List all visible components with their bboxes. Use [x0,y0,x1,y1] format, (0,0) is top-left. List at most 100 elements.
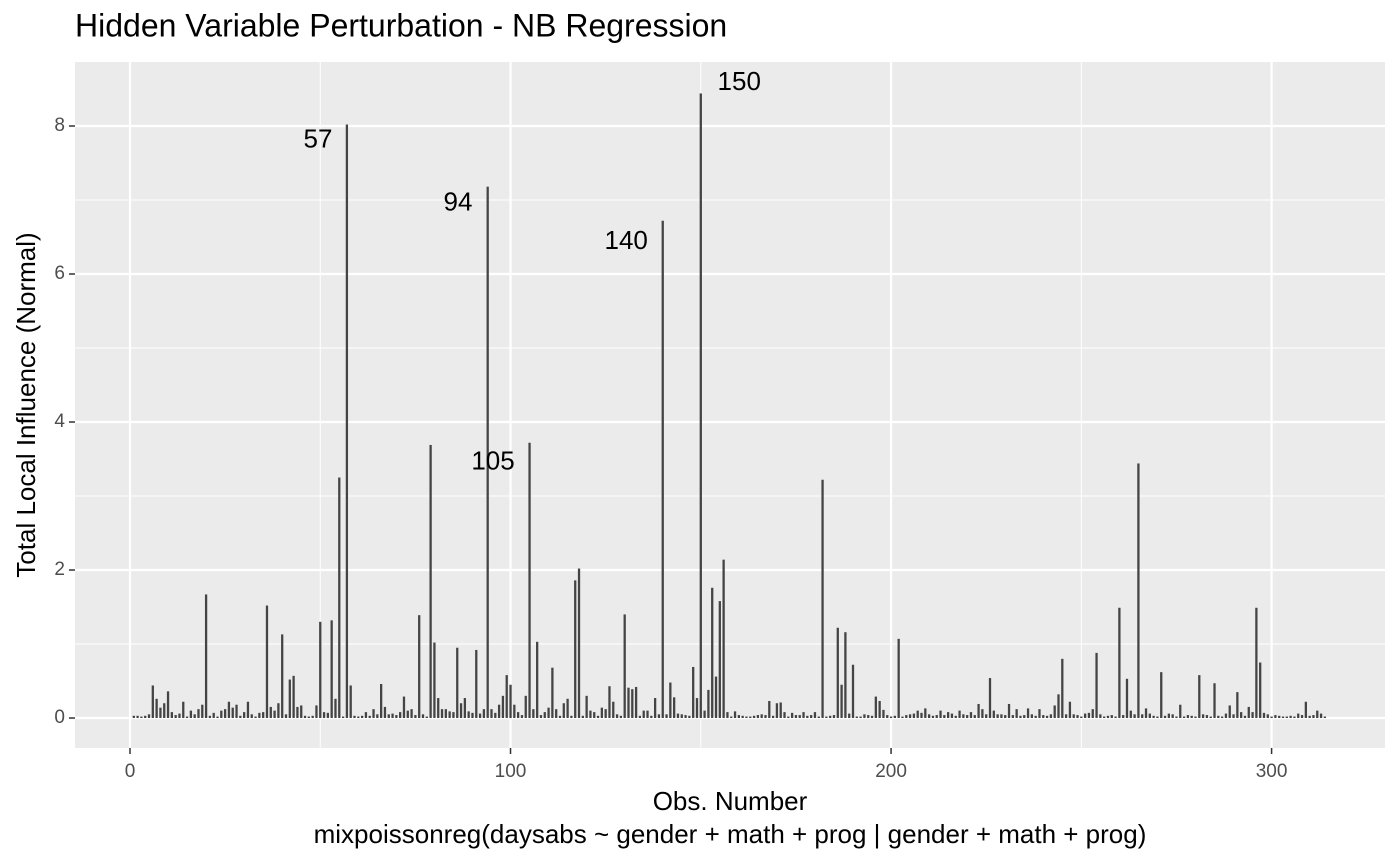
bar [147,714,151,719]
bar [1209,716,1212,719]
bar [650,715,653,719]
bar [345,124,349,719]
bar [794,715,798,719]
bar [1308,715,1311,719]
bar [806,715,809,719]
bar [136,715,139,719]
bar [235,704,238,719]
bar [1011,715,1014,719]
bar [399,712,402,719]
bar [528,442,531,719]
bar [870,715,874,719]
bar [863,714,866,719]
bar [1053,705,1056,719]
bar [768,701,771,719]
bar [239,715,242,719]
bar [695,698,699,719]
bar [825,716,828,719]
bar [1163,715,1167,719]
bar [281,634,284,719]
bar [360,715,364,719]
bar [771,715,775,719]
bar [1285,716,1288,719]
bar [406,710,409,719]
bar [1049,714,1053,719]
bar [1156,716,1159,719]
bar [1297,713,1300,719]
bar [543,712,546,719]
bar [243,712,246,719]
bar [646,710,649,719]
bar [927,714,931,719]
bar [1194,716,1197,719]
bar [1030,714,1034,719]
bar [1099,714,1102,719]
bar [170,712,173,719]
bar [623,614,626,719]
bar [1091,709,1094,719]
bar [1106,715,1110,719]
bar [338,477,341,719]
bar [741,715,744,719]
bar [250,714,253,719]
bar [391,713,394,719]
bar [1064,714,1068,719]
bar [330,620,333,719]
bar [787,716,790,719]
bar [307,716,310,719]
bar [284,714,288,719]
y-tick-label: 2 [54,559,65,580]
bar [490,709,493,719]
bar [1144,708,1148,719]
bar [1243,715,1247,719]
bar [566,698,569,719]
chart-title: Hidden Variable Perturbation - NB Regres… [75,7,727,43]
bar [1259,662,1262,719]
bar [1152,715,1155,719]
bar [368,715,371,719]
bar [1110,715,1113,719]
bar [227,701,231,719]
bar [166,691,170,719]
bar [410,709,413,719]
bar [733,711,737,719]
bar [939,710,942,719]
bar [1247,706,1250,719]
x-tick-label: 300 [1256,761,1288,782]
bar [444,709,447,719]
bar [908,714,912,719]
bar [292,675,295,719]
bar [269,706,272,719]
bar [555,709,558,719]
bar [558,715,562,719]
bar [958,710,961,719]
bar [1061,658,1064,719]
bar [418,615,421,719]
bar [300,705,303,719]
bar [878,701,881,719]
bar [475,649,478,719]
bar [414,715,417,719]
bar [642,710,645,719]
bar [851,664,855,719]
bar [1201,714,1205,719]
x-axis-label: Obs. Number [653,786,808,816]
bar [1083,713,1087,719]
bar [688,715,691,719]
bar [802,712,805,719]
bar [722,559,725,719]
bar [756,715,760,719]
bar [1228,705,1231,719]
bar [380,683,383,719]
bar [182,701,185,719]
bar [505,675,508,719]
bar [273,710,276,719]
bar [265,605,269,719]
bar [437,698,440,719]
bar [520,715,524,719]
bar [467,711,470,719]
bar [1004,715,1007,719]
bar [676,713,680,719]
bar [155,698,158,719]
bar [684,715,687,719]
